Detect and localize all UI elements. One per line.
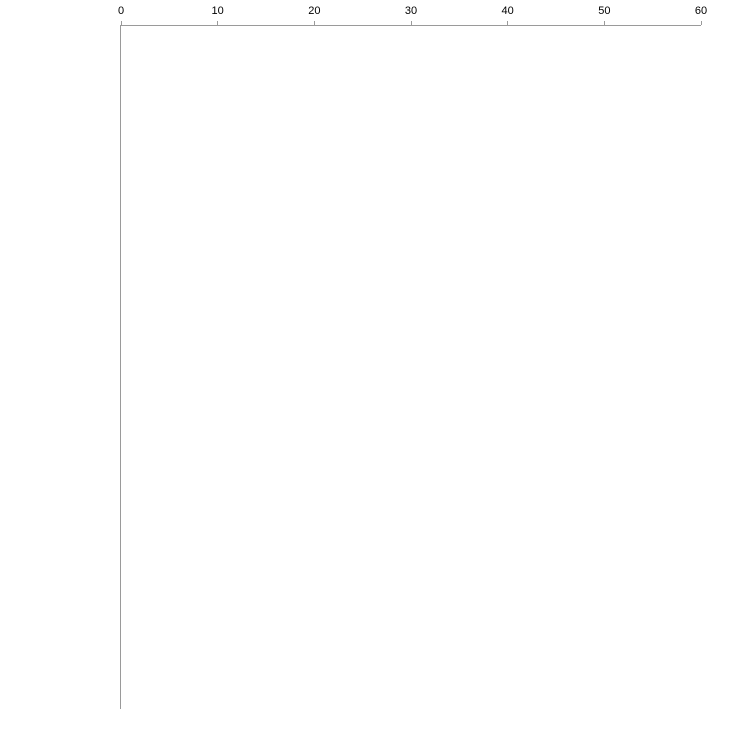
x-tick-mark <box>507 21 509 25</box>
x-tick-label: 50 <box>598 5 611 17</box>
x-tick-mark <box>603 21 605 25</box>
x-tick-mark <box>120 21 122 25</box>
x-tick-mark <box>700 21 702 25</box>
x-tick-label: 10 <box>211 5 224 17</box>
x-tick-label: 0 <box>117 5 125 17</box>
x-tick-label: 40 <box>501 5 514 17</box>
x-tick-mark <box>217 21 219 25</box>
x-tick-label: 20 <box>308 5 321 17</box>
x-tick-label: 60 <box>694 5 708 17</box>
plot-area: 0 10 20 30 40 50 60 <box>118 5 707 709</box>
x-tick-mark <box>410 21 412 25</box>
x-tick-mark <box>313 21 315 25</box>
x-tick-label: 30 <box>404 5 418 17</box>
